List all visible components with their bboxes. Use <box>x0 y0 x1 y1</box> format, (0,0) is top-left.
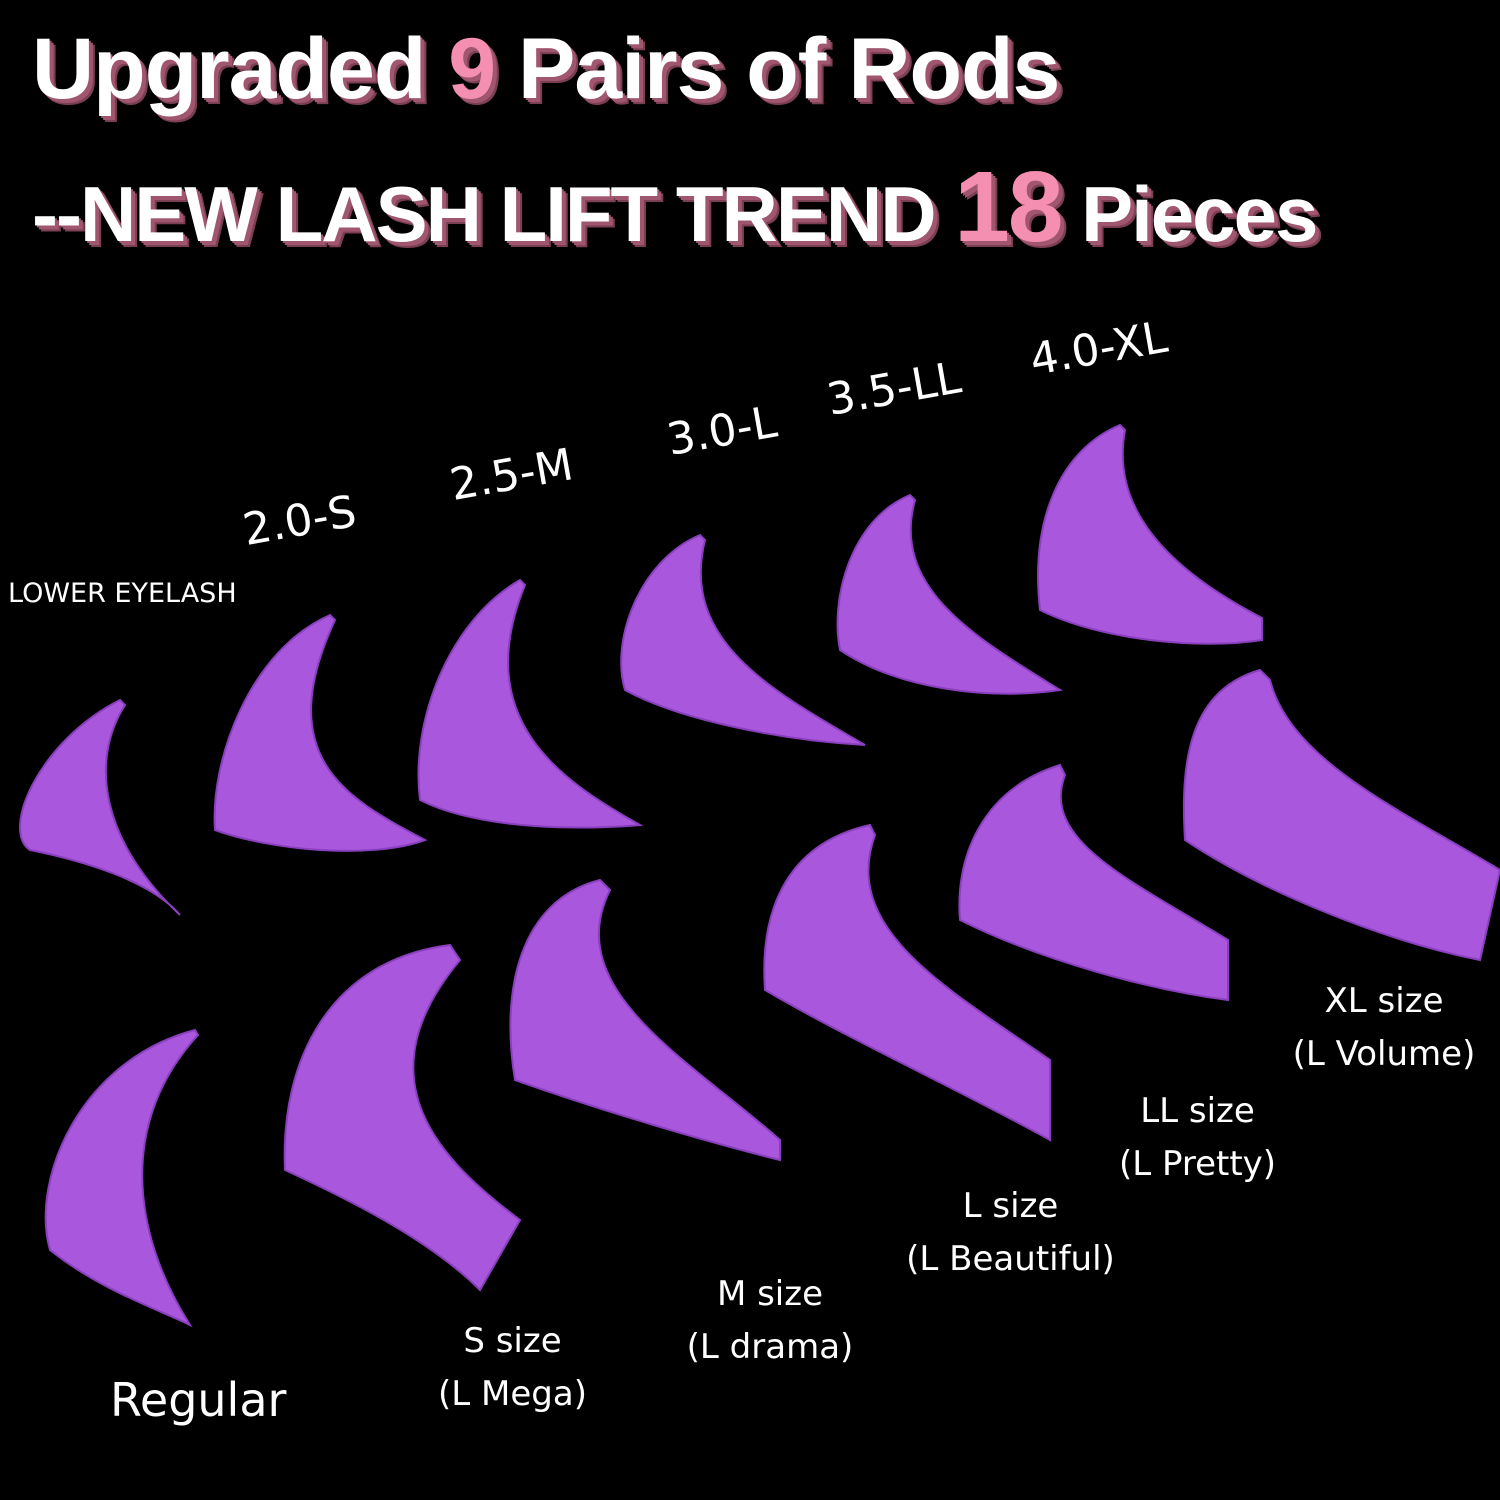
rod-ll-top <box>836 493 1063 695</box>
rod-lower-top <box>19 698 181 916</box>
rod-regular-bottom <box>44 1028 200 1328</box>
size-name: M size <box>716 1274 824 1314</box>
pair-count: 9 <box>448 21 496 117</box>
style-name: (L Mega) <box>438 1373 587 1414</box>
size-name: LL size <box>1140 1091 1255 1131</box>
rod-ll-bottom <box>958 763 1229 1002</box>
label-regular: Regular <box>110 1373 287 1427</box>
style-name: (L Volume) <box>1292 1033 1476 1074</box>
size-name: L size <box>962 1186 1059 1226</box>
label-xl-size: XL size (L Volume) <box>1268 975 1500 1080</box>
rod-m-bottom <box>509 878 781 1162</box>
style-name: (L Pretty) <box>1118 1143 1277 1184</box>
headline-text: --NEW LASH LIFT TREND <box>32 170 955 258</box>
headline-text: Pieces <box>1061 170 1318 258</box>
size-name: S size <box>463 1321 562 1361</box>
headline-line-2: --NEW LASH LIFT TREND 18 Pieces <box>32 150 1318 265</box>
label-m-size: M size (L drama) <box>670 1268 870 1373</box>
size-name: XL size <box>1324 981 1444 1021</box>
rod-xl-bottom <box>1182 668 1500 962</box>
rod-xl-top <box>1037 423 1263 645</box>
style-name: (L drama) <box>686 1326 854 1367</box>
rod-l-top <box>620 533 866 746</box>
label-lower-eyelash: LOWER EYELASH <box>8 578 237 609</box>
piece-count: 18 <box>954 151 1063 263</box>
headline-text: Upgraded <box>32 21 449 117</box>
label-s-size: S size (L Mega) <box>420 1315 605 1420</box>
style-name: (L Beautiful) <box>906 1238 1115 1279</box>
rod-l-bottom <box>763 823 1051 1142</box>
label-l-size: L size (L Beautiful) <box>893 1180 1128 1285</box>
rod-s-top <box>213 613 428 852</box>
label-ll-size: LL size (L Pretty) <box>1105 1085 1290 1190</box>
headline-line-1: Upgraded 9 Pairs of Rods <box>32 20 1060 119</box>
rod-m-top <box>417 578 644 829</box>
rod-s-bottom <box>283 943 522 1292</box>
headline-text: Pairs of Rods <box>495 21 1060 117</box>
